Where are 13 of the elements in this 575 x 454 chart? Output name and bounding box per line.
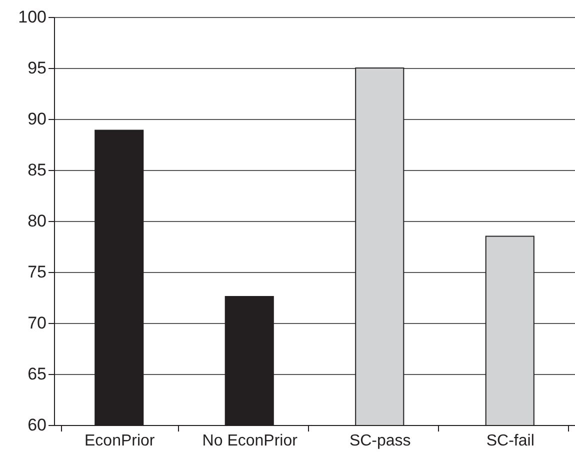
y-tick-label: 100 (18, 8, 46, 26)
x-tick-label: No EconPrior (202, 432, 298, 450)
y-tick-label: 60 (28, 416, 46, 434)
y-tick-label: 85 (28, 160, 46, 180)
y-tick-label: 95 (28, 58, 46, 78)
y-tick-label: 70 (28, 314, 46, 332)
y-tick-label: 90 (28, 110, 46, 128)
y-tick-label: 65 (28, 364, 46, 384)
y-tick-label: 80 (28, 212, 46, 230)
x-tick-label: SC-pass (349, 432, 411, 450)
y-tick-label: 75 (28, 262, 46, 282)
x-tick-label: SC-fail (486, 432, 534, 450)
x-tick-label: EconPrior (84, 432, 156, 450)
